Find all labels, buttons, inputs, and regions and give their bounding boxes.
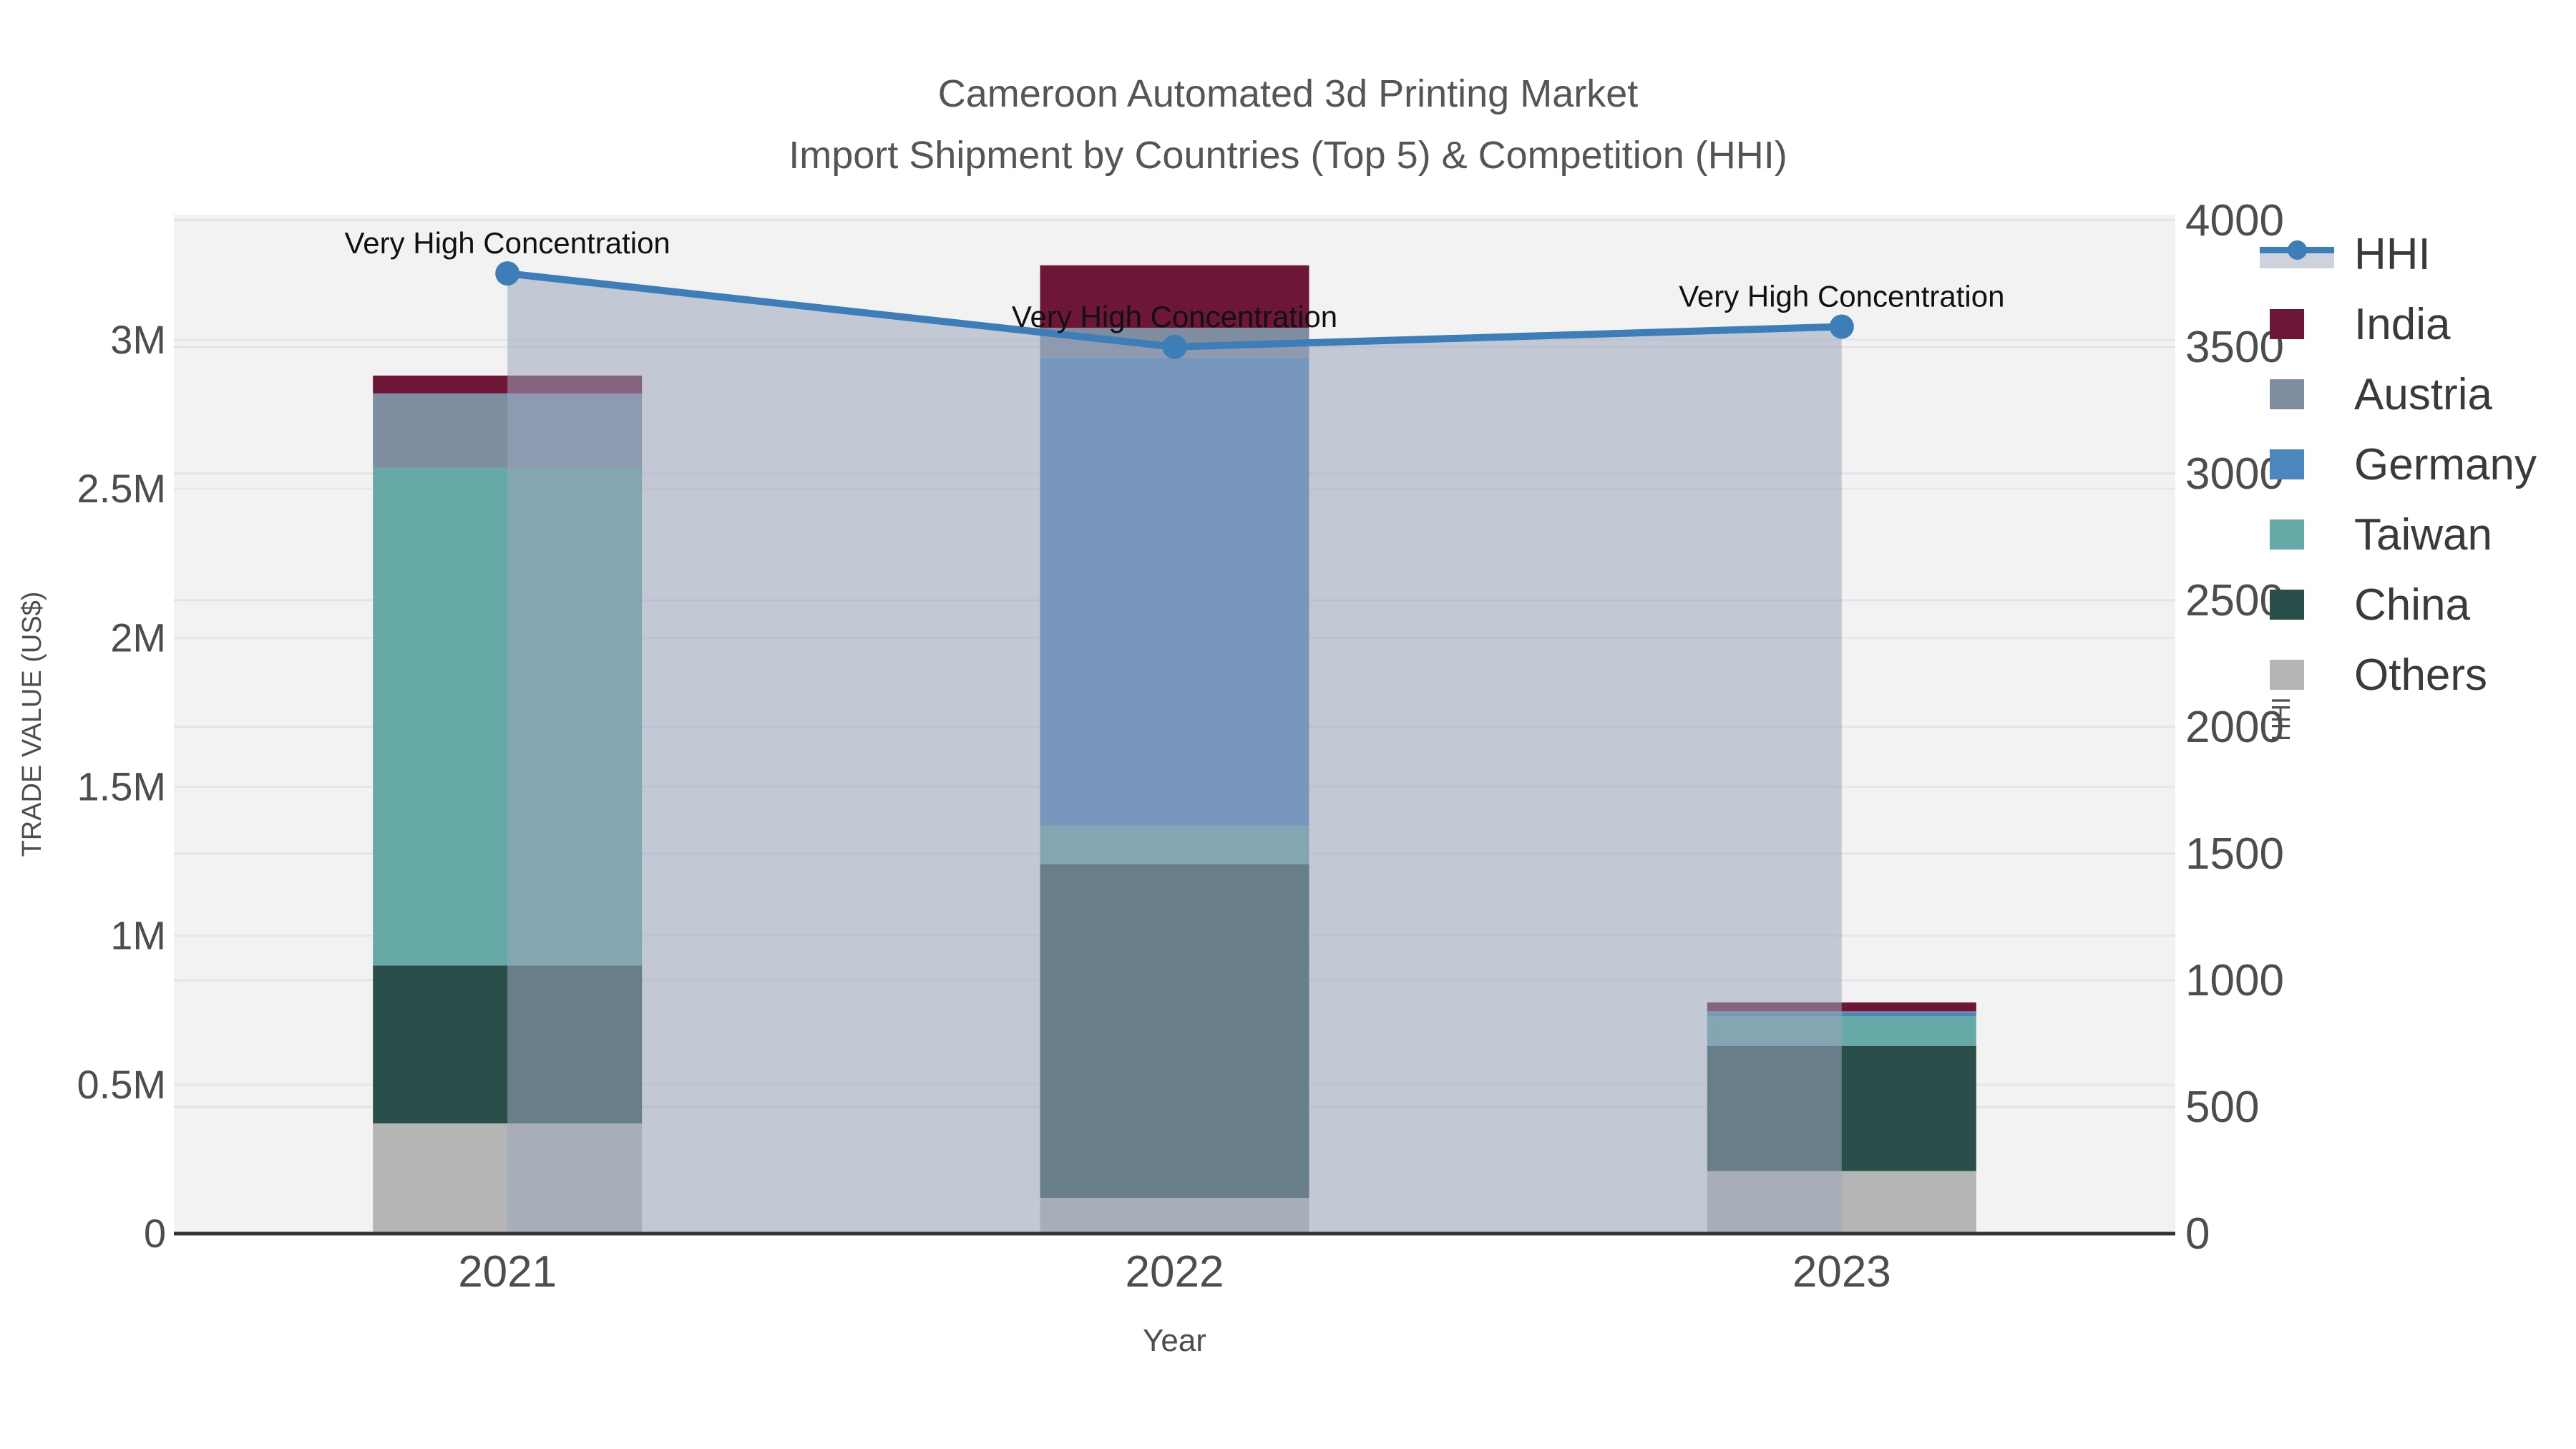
y-left-tick-1M: 1M <box>110 913 166 958</box>
legend-item-austria[interactable]: Austria <box>2260 359 2537 429</box>
x-tick-2022: 2022 <box>1126 1247 1224 1297</box>
legend-line-icon <box>2260 238 2334 270</box>
legend-label: Germany <box>2354 439 2537 489</box>
legend-label: HHI <box>2354 229 2431 279</box>
legend-swatch-icon <box>2260 590 2334 620</box>
legend-label: Taiwan <box>2354 509 2492 560</box>
legend-swatch-icon <box>2260 379 2334 409</box>
y-right-tick-3500: 3500 <box>2185 323 2284 372</box>
annotation-2021: Very High Concentration <box>345 226 670 260</box>
y-left-tick-2M: 2M <box>110 615 166 660</box>
y-right-tick-1000: 1000 <box>2185 956 2284 1005</box>
y-left-tick-0: 0 <box>144 1211 166 1256</box>
legend-swatch-icon <box>2260 660 2334 690</box>
y-left-tick-3M: 3M <box>110 317 166 362</box>
annotation-2022: Very High Concentration <box>1012 300 1337 333</box>
y-right-tick-3000: 3000 <box>2185 449 2284 499</box>
legend-item-india[interactable]: India <box>2260 289 2537 359</box>
legend-swatch-icon <box>2260 449 2334 479</box>
y-right-tick-0: 0 <box>2185 1209 2210 1259</box>
chart-title: Cameroon Automated 3d Printing Market <box>937 72 1639 115</box>
y-left-tick-1.5M: 1.5M <box>77 763 167 809</box>
chart-subtitle: Import Shipment by Countries (Top 5) & C… <box>789 134 1787 177</box>
hhi-marker-2023 <box>1829 314 1854 339</box>
y-left-tick-0.5M: 0.5M <box>77 1062 167 1107</box>
legend-swatch-icon <box>2260 309 2334 339</box>
y-left-tick-2.5M: 2.5M <box>77 466 167 511</box>
y-left-axis-title: TRADE VALUE (US$) <box>17 592 47 857</box>
legend-label: India <box>2354 299 2451 349</box>
hhi-area-fill <box>507 273 1842 1234</box>
x-tick-2023: 2023 <box>1792 1247 1891 1297</box>
hhi-marker-2022 <box>1162 334 1187 359</box>
bar-segment-2022-india <box>1040 265 1309 328</box>
chart-legend: HHI India Austria Germany Taiwan China Others <box>2260 219 2537 710</box>
y-right-tick-2500: 2500 <box>2185 576 2284 625</box>
annotation-2023: Very High Concentration <box>1679 279 2004 313</box>
legend-item-taiwan[interactable]: Taiwan <box>2260 499 2537 570</box>
y-right-tick-1500: 1500 <box>2185 829 2284 879</box>
x-axis-title: Year <box>1143 1323 1206 1358</box>
y-right-axis-title: HHI <box>2266 697 2296 741</box>
hhi-marker-2021 <box>495 261 520 286</box>
y-right-tick-4000: 4000 <box>2185 196 2284 245</box>
legend-item-others[interactable]: Others <box>2260 640 2537 710</box>
y-right-tick-2000: 2000 <box>2185 703 2284 752</box>
legend-label: China <box>2354 580 2470 630</box>
legend-item-hhi[interactable]: HHI <box>2260 219 2537 289</box>
legend-label: Austria <box>2354 369 2492 419</box>
legend-item-germany[interactable]: Germany <box>2260 429 2537 499</box>
legend-swatch-icon <box>2260 519 2334 550</box>
x-tick-2021: 2021 <box>458 1247 557 1297</box>
legend-item-china[interactable]: China <box>2260 570 2537 640</box>
legend-label: Others <box>2354 650 2488 700</box>
y-right-tick-500: 500 <box>2185 1083 2259 1132</box>
